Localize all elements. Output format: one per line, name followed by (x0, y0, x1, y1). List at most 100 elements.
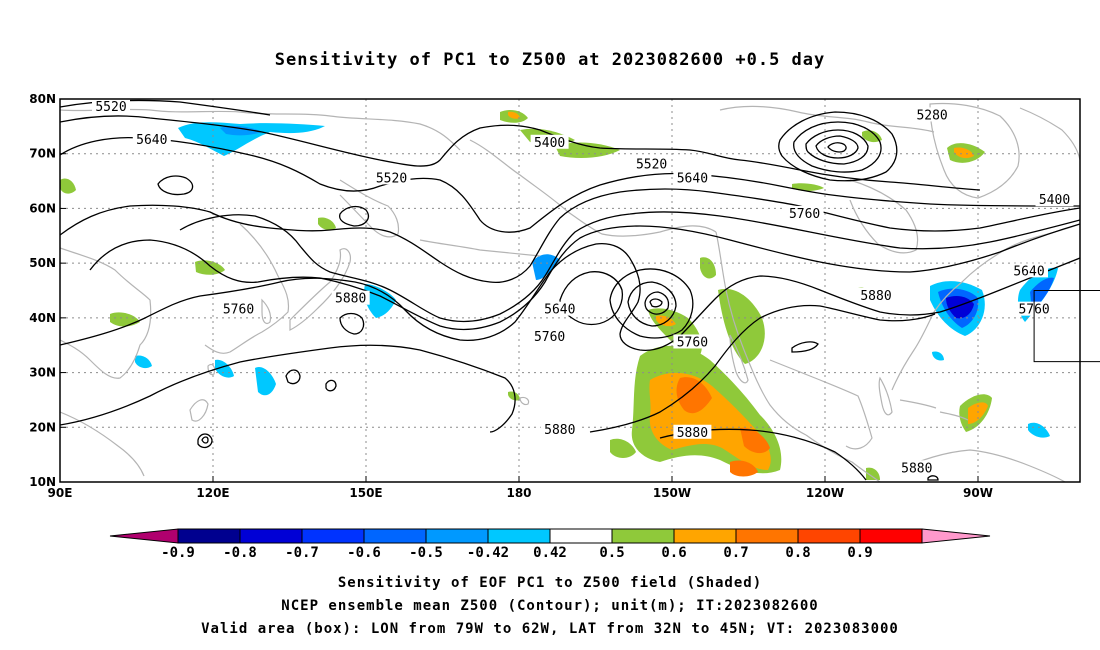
contour-label: 5640 (136, 133, 167, 148)
coastline-greenland (929, 102, 1020, 199)
contour-label: 5760 (223, 303, 254, 318)
contour-label-bg (92, 99, 130, 114)
coastline-gulf (769, 359, 873, 450)
map-frame (59, 98, 1081, 483)
lon-tick-label: 120E (196, 486, 229, 500)
shade-positive-patch (508, 391, 520, 401)
lon-tick-label: 150W (653, 486, 691, 500)
lat-tick-label: 70N (29, 147, 56, 161)
shade-positive-patch (740, 427, 770, 454)
contour-label-bg (785, 205, 824, 220)
contour-label-bg (132, 132, 171, 147)
caption-shading: Sensitivity of EOF PC1 to Z500 field (Sh… (337, 575, 763, 591)
coastline-mexico-central (805, 434, 881, 482)
contour-label: 5880 (335, 292, 366, 307)
latitude-labels: 80N 70N 60N 50N 40N 30N 20N 10N (29, 92, 66, 489)
colorbar-label: 0.5 (599, 545, 624, 561)
colorbar-label: -0.5 (409, 545, 443, 561)
coastline-alaska (469, 139, 717, 237)
shade-positive-patch (954, 147, 974, 159)
lat-tick-label: 30N (29, 366, 56, 380)
coastline-arctic-islands (719, 105, 935, 133)
caption-valid-area: Valid area (box): LON from 79W to 62W, L… (201, 621, 899, 637)
colorbar-swatch (921, 528, 991, 544)
contour-line (60, 115, 981, 191)
lon-tick-label: 90W (963, 486, 993, 500)
shade-negative-patch (932, 351, 944, 361)
contour-line (649, 298, 663, 308)
colorbar-swatch (425, 528, 489, 544)
coastline-taiwan (207, 363, 216, 376)
colorbar-swatch (673, 528, 737, 544)
lon-tick-label: 180 (506, 486, 531, 500)
shade-negative-patch (946, 296, 974, 319)
contour-label-bg (913, 107, 952, 122)
shade-positive-patch (508, 111, 520, 119)
coastline-indochina (60, 411, 145, 477)
shade-positive-patch (676, 377, 712, 414)
coastline-hudson (849, 179, 919, 254)
contour-label-bg (331, 290, 370, 305)
contour-label: 5400 (1039, 193, 1070, 208)
contour-line (60, 242, 1080, 352)
coastline-west-na (715, 231, 807, 436)
colorbar-swatch (239, 528, 303, 544)
shade-positive-patch (730, 460, 758, 477)
z500-contours (60, 99, 1080, 481)
coastline-south-america (899, 449, 1066, 482)
contour-line (793, 121, 882, 173)
contour-label: 5520 (636, 158, 667, 173)
shade-positive-patch (110, 312, 140, 327)
contour-label-bg (1035, 192, 1074, 207)
contour-line (339, 312, 365, 335)
contour-line (778, 111, 898, 182)
shade-negative-patch (220, 125, 262, 136)
contour-line (791, 341, 819, 353)
coastline-japan (289, 248, 351, 331)
contour-label-bg (540, 422, 579, 437)
shade-positive-patch (700, 257, 716, 279)
contour-line (609, 268, 694, 339)
contour-line (60, 99, 271, 116)
coastline-florida (878, 376, 893, 416)
lat-tick-label: 20N (29, 420, 56, 434)
contour-label-bg (540, 301, 579, 316)
contour-line (197, 433, 213, 449)
colorbar-label: -0.8 (223, 545, 257, 561)
map-title: Sensitivity of PC1 to Z500 at 2023082600… (274, 50, 826, 70)
shade-positive-patch (862, 130, 882, 143)
contour-line (325, 379, 337, 392)
lat-tick-label: 80N (29, 92, 56, 106)
coastline-siberia-north (60, 108, 461, 151)
shade-negative-patch (215, 359, 234, 378)
contour-labels: 5520 5640 5520 5400 5520 5640 5760 5280 5400 5640… (92, 99, 1074, 476)
contour-label: 5880 (901, 461, 932, 476)
contour-label-bg (219, 301, 258, 316)
shade-positive-patch (866, 467, 880, 480)
contour-line (179, 211, 1080, 323)
shade-negative-patch (532, 254, 560, 280)
colorbar-swatch (109, 528, 179, 544)
colorbar-label: -0.7 (285, 545, 319, 561)
coastline-aleutians (419, 239, 541, 257)
lon-tick-label: 90E (48, 486, 73, 500)
contour-line (157, 175, 194, 196)
colorbar-label: 0.42 (533, 545, 567, 561)
lat-tick-label: 40N (29, 311, 56, 325)
coastline-east-na (891, 223, 1080, 391)
lat-tick-label: 50N (29, 256, 56, 270)
contour-label-bg (530, 329, 569, 344)
shade-negative-patch (255, 366, 276, 396)
colorbar-swatch (301, 528, 365, 544)
contour-line (60, 136, 1080, 233)
contour-label-bg (673, 170, 712, 185)
contour-line (285, 369, 301, 385)
contour-label: 5640 (677, 171, 708, 186)
contour-label: 5280 (916, 108, 947, 123)
coastline-philippines (189, 399, 209, 422)
colorbar-label: -0.9 (161, 545, 195, 561)
colorbar-label: 0.9 (847, 545, 872, 561)
contour-line (827, 142, 847, 153)
colorbar (109, 528, 991, 544)
lon-tick-label: 120W (806, 486, 844, 500)
